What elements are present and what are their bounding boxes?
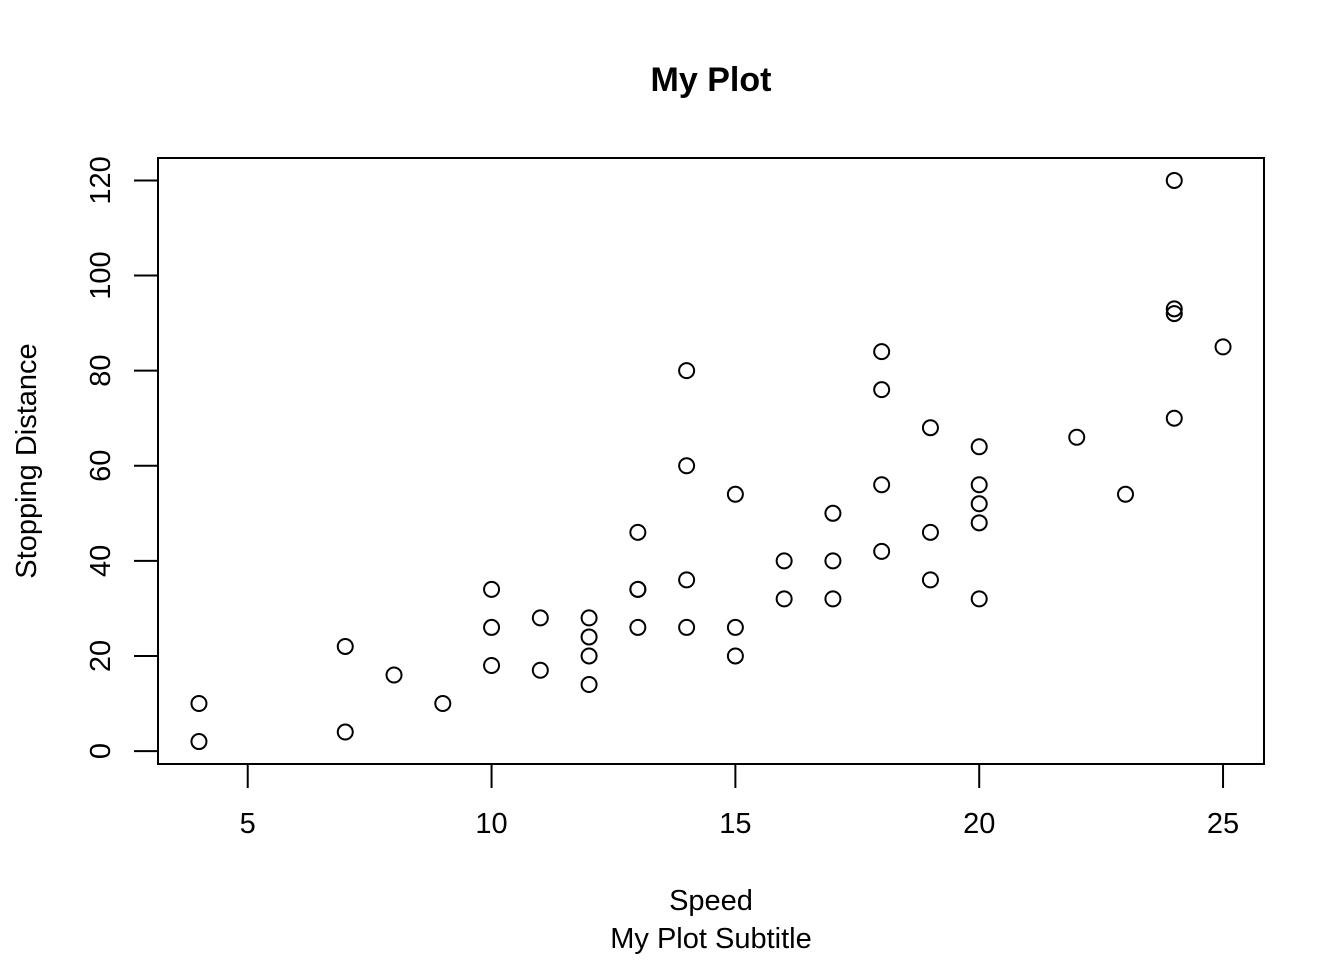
data-point xyxy=(678,457,696,475)
data-point xyxy=(970,476,988,494)
y-axis-label: Stopping Distance xyxy=(11,343,43,578)
data-point xyxy=(970,514,988,532)
x-tick-label: 15 xyxy=(719,808,751,840)
data-point xyxy=(726,485,744,503)
data-point xyxy=(775,552,793,570)
chart-subtitle: My Plot Subtitle xyxy=(610,923,811,955)
y-axis: 0 20 40 60 80 100 120 xyxy=(85,156,159,759)
data-point xyxy=(1117,485,1135,503)
x-tick-label: 20 xyxy=(963,808,995,840)
data-point xyxy=(629,618,647,636)
data-point xyxy=(970,590,988,608)
data-point xyxy=(385,666,403,684)
data-point xyxy=(824,552,842,570)
data-point xyxy=(190,695,208,713)
data-point xyxy=(629,523,647,541)
data-point xyxy=(531,661,549,679)
data-point xyxy=(629,580,647,598)
x-axis-label: Speed xyxy=(669,885,753,917)
x-tick-label: 10 xyxy=(475,808,507,840)
data-point xyxy=(873,343,891,361)
data-point xyxy=(726,618,744,636)
data-point xyxy=(873,476,891,494)
data-point xyxy=(580,647,598,665)
x-axis: 5 10 15 20 25 xyxy=(240,763,1239,840)
data-point xyxy=(921,419,939,437)
data-point xyxy=(483,656,501,674)
data-point xyxy=(336,637,354,655)
data-point xyxy=(1165,171,1183,189)
data-point xyxy=(1165,300,1183,318)
y-tick-label: 60 xyxy=(85,450,117,482)
data-point xyxy=(678,571,696,589)
y-tick-label: 0 xyxy=(85,743,117,759)
data-point xyxy=(483,580,501,598)
data-point xyxy=(824,504,842,522)
x-tick-label: 5 xyxy=(240,808,256,840)
y-tick-label: 120 xyxy=(85,156,117,204)
data-point xyxy=(678,618,696,636)
data-point xyxy=(1165,409,1183,427)
data-point xyxy=(483,618,501,636)
data-point xyxy=(580,628,598,646)
x-tick-label: 25 xyxy=(1207,808,1239,840)
data-point xyxy=(678,362,696,380)
data-point xyxy=(580,609,598,627)
data-point xyxy=(580,675,598,693)
data-point xyxy=(873,542,891,560)
data-point xyxy=(775,590,793,608)
data-point xyxy=(336,723,354,741)
data-points xyxy=(190,171,1232,751)
y-tick-label: 80 xyxy=(85,355,117,387)
data-point xyxy=(921,571,939,589)
data-point xyxy=(726,647,744,665)
data-point xyxy=(190,733,208,751)
data-point xyxy=(434,695,452,713)
data-point xyxy=(1214,338,1232,356)
data-point xyxy=(873,381,891,399)
data-point xyxy=(921,523,939,541)
data-point xyxy=(824,590,842,608)
y-tick-label: 40 xyxy=(85,545,117,577)
y-tick-label: 100 xyxy=(85,251,117,299)
data-point xyxy=(531,609,549,627)
y-tick-label: 20 xyxy=(85,640,117,672)
chart-title: My Plot xyxy=(651,61,772,99)
data-point xyxy=(970,495,988,513)
data-point xyxy=(1165,305,1183,323)
data-point xyxy=(1068,428,1086,446)
data-point xyxy=(970,438,988,456)
